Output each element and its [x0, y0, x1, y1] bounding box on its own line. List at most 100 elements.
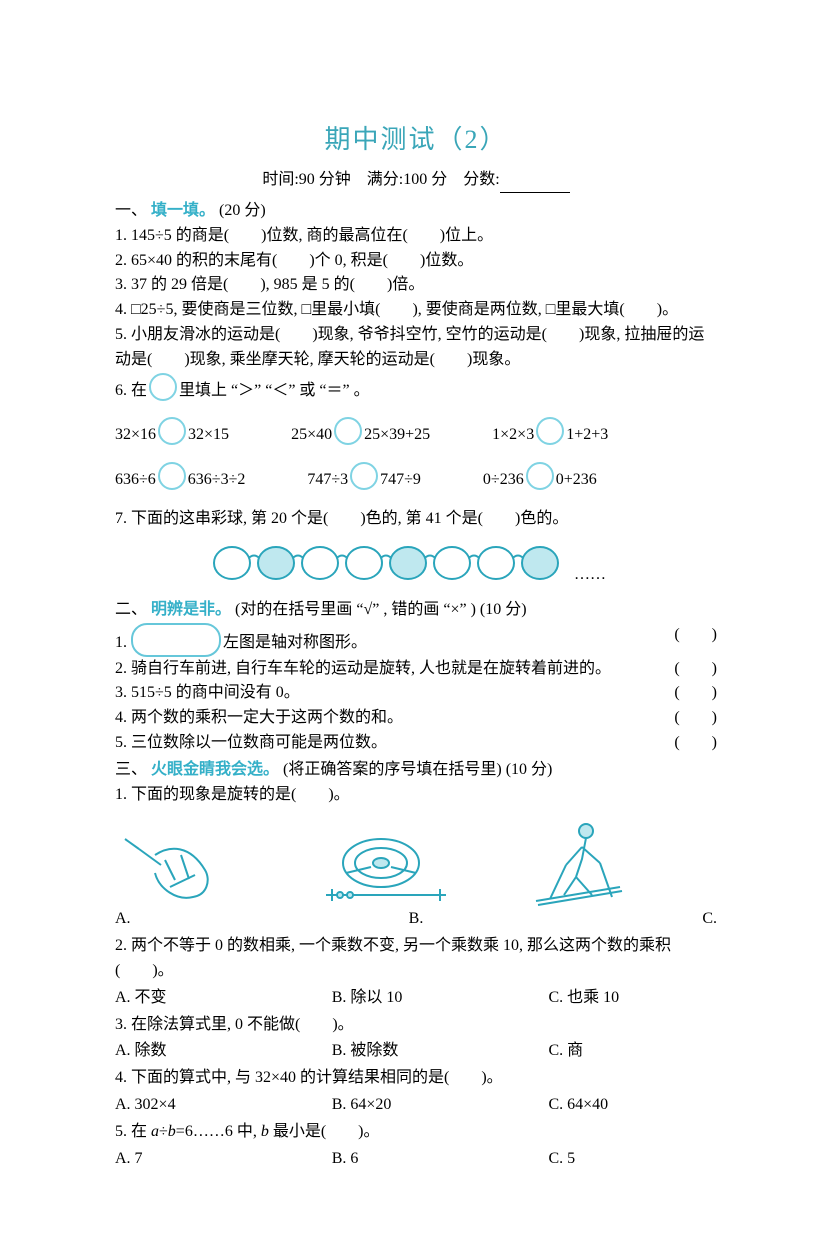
opt-a: A. 除数 [115, 1039, 332, 1064]
var-b: b [168, 1123, 176, 1140]
circle-icon[interactable] [334, 417, 362, 445]
s3-q2: 2. 两个不等于 0 的数相乘, 一个乘数不变, 另一个乘数乘 10, 那么这两… [115, 934, 717, 984]
s3-q1-images: A. B. [115, 817, 717, 932]
cmp-l: 1×2×3 [492, 426, 534, 443]
steering-wheel-icon [316, 825, 446, 905]
var-b2: b [261, 1123, 269, 1140]
capsule-shape-icon [131, 623, 221, 657]
circle-icon[interactable] [536, 417, 564, 445]
opt-b: B. 除以 10 [332, 986, 549, 1011]
circle-icon[interactable] [149, 373, 177, 401]
meta-line: 时间:90 分钟 满分:100 分 分数: [115, 168, 717, 193]
cmp-r: 0+236 [556, 471, 597, 488]
s2-q1-text: 1. 左图是轴对称图形。 [115, 623, 674, 657]
sec3-suffix: (将正确答案的序号填在括号里) (10 分) [283, 761, 552, 778]
s1-q2: 2. 65×40 的积的末尾有( )个 0, 积是( )位数。 [115, 249, 717, 274]
circle-icon[interactable] [158, 417, 186, 445]
opt-c: C. 5 [548, 1147, 717, 1172]
sec2-accent: 明辨是非。 [151, 601, 231, 618]
s3-q4-opts: A. 302×4 B. 64×20 C. 64×40 [115, 1093, 717, 1118]
exam-page: 期中测试（2） 时间:90 分钟 满分:100 分 分数: 一、 填一填。 (2… [0, 0, 827, 1233]
s1-q7: 7. 下面的这串彩球, 第 20 个是( )色的, 第 41 个是( )色的。 [115, 507, 717, 532]
opt-b: B. 6 [332, 1147, 549, 1172]
s3-q5-mid: =6……6 中, [176, 1123, 261, 1140]
compare-group: 747÷3 747÷9 [307, 462, 421, 493]
section-1-head: 一、 填一填。 (20 分) [115, 199, 717, 224]
opt-b: B. 被除数 [332, 1039, 549, 1064]
sec2-prefix: 二、 [115, 601, 147, 618]
circle-icon[interactable] [350, 462, 378, 490]
div-sign: ÷ [159, 1123, 168, 1140]
page-title: 期中测试（2） [115, 120, 717, 160]
s3-q3-opts: A. 除数 B. 被除数 C. 商 [115, 1039, 717, 1064]
opt-c: C. 商 [548, 1039, 717, 1064]
cmp-l: 0÷236 [483, 471, 524, 488]
cmp-r: 747÷9 [380, 471, 421, 488]
compare-group: 32×16 32×15 [115, 417, 229, 448]
section-3-head: 三、 火眼金睛我会选。 (将正确答案的序号填在括号里) (10 分) [115, 758, 717, 783]
compare-group: 25×40 25×39+25 [291, 417, 430, 448]
tf-text: 2. 骑自行车前进, 自行车车轮的运动是旋转, 人也就是在旋转着前进的。 [115, 657, 674, 682]
s2-q1-suffix: 左图是轴对称图形。 [223, 634, 367, 651]
compare-group: 0÷236 0+236 [483, 462, 597, 493]
sec1-accent: 填一填。 [151, 202, 215, 219]
sec2-suffix: (对的在括号里画 “√” , 错的画 “×” ) (10 分) [235, 601, 527, 618]
opt-a: A. 不变 [115, 986, 332, 1011]
score-blank[interactable] [500, 192, 570, 193]
opt-a-cell: A. [115, 825, 316, 932]
circle-icon[interactable] [526, 462, 554, 490]
opt-b-cell: B. [316, 825, 517, 932]
opt-c-label: C. [702, 910, 717, 927]
s1-q5: 5. 小朋友滑冰的运动是( )现象, 爷爷抖空竹, 空竹的运动是( )现象, 拉… [115, 323, 717, 373]
opt-a-label: A. [115, 907, 316, 932]
s2-q5: 5. 三位数除以一位数商可能是两位数。 ( ) [115, 731, 717, 756]
s3-q4: 4. 下面的算式中, 与 32×40 的计算结果相同的是( )。 [115, 1066, 717, 1091]
s1-q3: 3. 37 的 29 倍是( ), 985 是 5 的( )倍。 [115, 273, 717, 298]
tf-paren[interactable]: ( ) [674, 706, 717, 731]
syringe-icon [115, 825, 225, 905]
s2-q1: 1. 左图是轴对称图形。 ( ) [115, 623, 717, 657]
beads-svg: …… [206, 538, 626, 588]
s3-q5-post: 最小是( )。 [269, 1123, 380, 1140]
opt-c: C. 64×40 [548, 1093, 717, 1118]
sec3-accent: 火眼金睛我会选。 [151, 761, 279, 778]
opt-a: A. 7 [115, 1147, 332, 1172]
tf-paren[interactable]: ( ) [674, 731, 717, 756]
s1-q6-row-1: 32×16 32×15 25×40 25×39+25 1×2×3 1+2+3 [115, 417, 717, 448]
sec3-prefix: 三、 [115, 761, 147, 778]
circle-icon[interactable] [158, 462, 186, 490]
cmp-l: 32×16 [115, 426, 156, 443]
compare-group: 1×2×3 1+2+3 [492, 417, 608, 448]
s3-q3: 3. 在除法算式里, 0 不能做( )。 [115, 1013, 717, 1038]
bead-string-diagram: …… [115, 538, 717, 588]
cmp-r: 32×15 [188, 426, 229, 443]
s3-q5-opts: A. 7 B. 6 C. 5 [115, 1147, 717, 1172]
s2-q2: 2. 骑自行车前进, 自行车车轮的运动是旋转, 人也就是在旋转着前进的。 ( ) [115, 657, 717, 682]
opt-a: A. 302×4 [115, 1093, 332, 1118]
cmp-l: 25×40 [291, 426, 332, 443]
cmp-r: 25×39+25 [364, 426, 430, 443]
s2-q4: 4. 两个数的乘积一定大于这两个数的和。 ( ) [115, 706, 717, 731]
opt-c: C. 也乘 10 [548, 986, 717, 1011]
s2-q3: 3. 515÷5 的商中间没有 0。 ( ) [115, 681, 717, 706]
tf-text: 4. 两个数的乘积一定大于这两个数的和。 [115, 706, 674, 731]
cmp-l: 747÷3 [307, 471, 348, 488]
svg-text:……: …… [574, 566, 606, 583]
tf-paren[interactable]: ( ) [674, 657, 717, 682]
opt-c-cell: C. [516, 817, 717, 932]
s3-q5-pre: 5. 在 [115, 1123, 151, 1140]
section-2-head: 二、 明辨是非。 (对的在括号里画 “√” , 错的画 “×” ) (10 分) [115, 598, 717, 623]
cmp-r: 1+2+3 [566, 426, 608, 443]
tf-paren[interactable]: ( ) [674, 681, 717, 706]
s1-q1: 1. 145÷5 的商是( )位数, 商的最高位在( )位上。 [115, 224, 717, 249]
s3-q5: 5. 在 a÷b=6……6 中, b 最小是( )。 [115, 1120, 717, 1145]
opt-b-label: B. [316, 907, 517, 932]
compare-group: 636÷6636÷3÷2 [115, 462, 245, 493]
s3-q2-opts: A. 不变 B. 除以 10 C. 也乘 10 [115, 986, 717, 1011]
skier-icon [516, 817, 626, 907]
opt-b: B. 64×20 [332, 1093, 549, 1118]
s1-q6-head: 6. 在里填上 “＞” “＜” 或 “＝” 。 [115, 373, 717, 404]
tf-paren[interactable]: ( ) [674, 623, 717, 657]
cmp-l: 636÷6 [115, 471, 156, 488]
tf-text: 5. 三位数除以一位数商可能是两位数。 [115, 731, 674, 756]
